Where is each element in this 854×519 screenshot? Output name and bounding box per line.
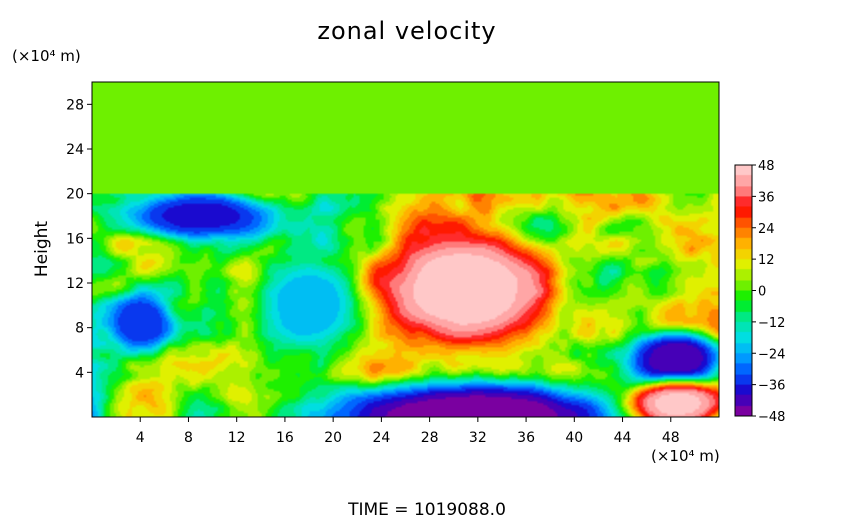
colorbar-gradient xyxy=(735,165,752,416)
x-tick-label: 8 xyxy=(184,430,193,446)
y-tick-label: 4 xyxy=(75,365,84,381)
x-tick-label: 20 xyxy=(324,430,342,446)
colorbar-tick-label: 0 xyxy=(758,285,766,300)
y-tick-label: 20 xyxy=(66,187,84,203)
colorbar-ticks: 48 36 24 12 0 −12 −24 −36 −48 xyxy=(752,159,785,425)
colorbar-tick-label: −24 xyxy=(758,347,785,362)
x-unit-label: (×10⁴ m) xyxy=(651,447,720,465)
colorbar-tick-label: 36 xyxy=(758,190,775,205)
y-tick-label: 8 xyxy=(75,321,84,337)
colorbar-tick-label: 12 xyxy=(758,253,775,268)
velocity-field xyxy=(92,82,719,417)
x-tick-label: 36 xyxy=(517,430,535,446)
y-unit-label: (×10⁴ m) xyxy=(12,47,81,65)
x-tick-label: 32 xyxy=(469,430,487,446)
x-tick-label: 24 xyxy=(372,430,390,446)
y-axis-ticks: 4 8 12 16 20 24 28 xyxy=(66,97,92,381)
colorbar-tick-label: −12 xyxy=(758,316,785,331)
colorbar-tick-label: 48 xyxy=(758,159,775,174)
colorbar-tick-label: 24 xyxy=(758,222,775,237)
x-tick-label: 12 xyxy=(228,430,246,446)
x-axis-ticks: 4 8 12 16 20 24 28 32 36 40 44 48 xyxy=(136,417,680,446)
colorbar-tick-label: −36 xyxy=(758,379,785,394)
colorbar: 48 36 24 12 0 −12 −24 −36 −48 xyxy=(734,159,785,425)
plot-frame xyxy=(91,81,720,418)
x-tick-label: 40 xyxy=(565,430,583,446)
x-tick-label: 48 xyxy=(662,430,680,446)
y-tick-label: 16 xyxy=(66,231,84,247)
heatmap-plot-area xyxy=(91,81,720,418)
x-tick-label: 28 xyxy=(421,430,439,446)
y-tick-label: 12 xyxy=(66,276,84,292)
time-footer: TIME = 1019088.0 xyxy=(347,500,506,519)
y-tick-label: 24 xyxy=(66,142,84,158)
y-axis-label: Height xyxy=(32,221,52,278)
x-tick-label: 16 xyxy=(276,430,294,446)
chart-title: zonal velocity xyxy=(317,17,496,45)
x-tick-label: 44 xyxy=(614,430,632,446)
colorbar-tick-label: −48 xyxy=(758,410,785,425)
y-tick-label: 28 xyxy=(66,97,84,113)
x-tick-label: 4 xyxy=(136,430,145,446)
